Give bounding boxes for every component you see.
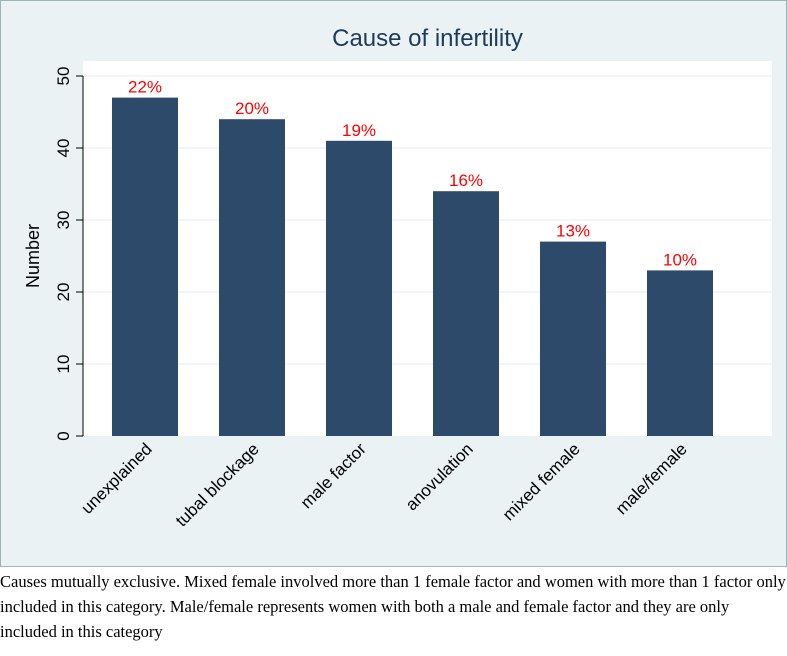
y-tick-label: 0 [54,431,73,440]
bar-data-label: 20% [235,99,269,118]
y-tick-label: 50 [54,67,73,86]
x-tick-label: mixed female [499,439,584,524]
chart-panel: Cause of infertility 0 10 20 30 40 50 Number … [0,0,787,567]
x-tick-label: unexplained [78,439,156,517]
y-axis-label: Number [23,224,43,288]
bar [540,241,606,436]
bar [112,97,178,436]
y-tick-label: 20 [54,283,73,302]
figure-caption: Causes mutually exclusive. Mixed female … [0,572,786,641]
bar [647,270,713,436]
bar-data-label: 10% [663,250,697,269]
bar-data-label: 19% [342,121,376,140]
chart-title: Cause of infertility [332,25,523,52]
x-tick-label: anovulation [402,439,477,514]
x-tick-label: male factor [297,439,370,512]
bar-data-label: 22% [128,78,162,97]
bar-data-label: 16% [449,171,483,190]
y-tick-label: 30 [54,211,73,230]
y-tick-label: 10 [54,355,73,374]
bar-data-label: 13% [556,222,590,241]
y-tick-label: 40 [54,139,73,158]
x-tick-label: tubal blockage [172,439,263,530]
y-axis-ticks: 0 10 20 30 40 50 [54,67,83,441]
x-axis-labels: unexplained tubal blockage male factor anov… [78,439,691,530]
x-tick-label: male/female [612,439,691,518]
bar [326,140,392,437]
bar [219,119,285,436]
bars: 22% 20% 19% 16% 13% 10% [112,78,713,437]
bar [433,191,499,436]
